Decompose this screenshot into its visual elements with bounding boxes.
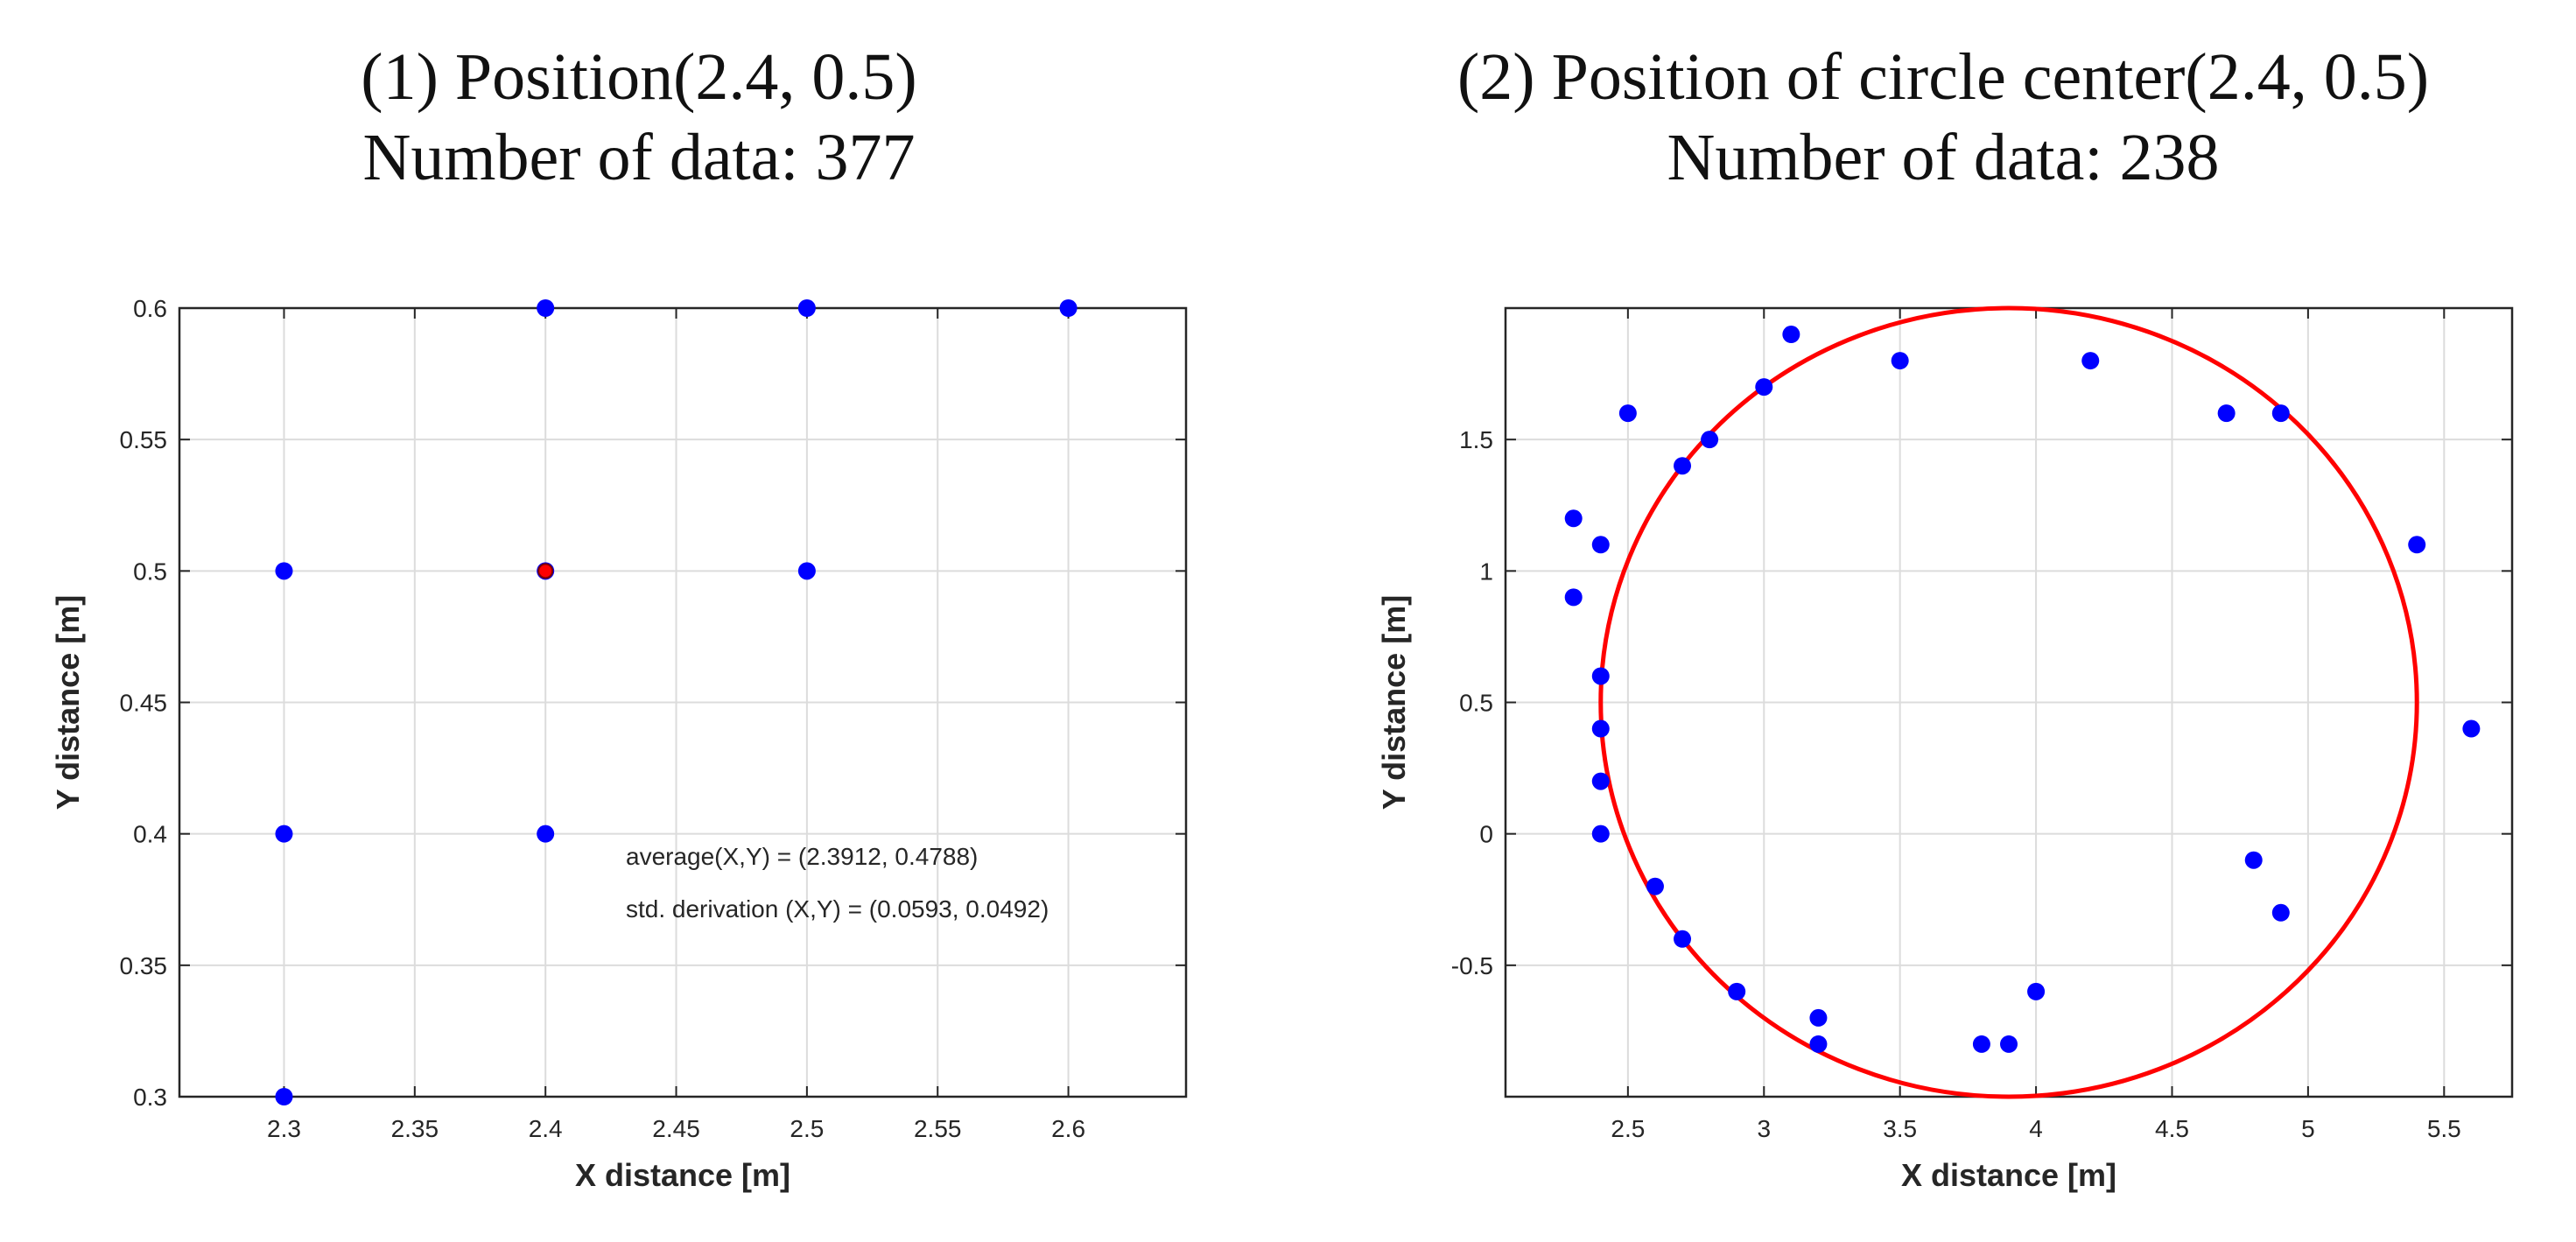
annotation-text: average(X,Y) = (2.3912, 0.4788) <box>626 843 978 870</box>
data-point <box>275 562 293 580</box>
y-tick-label: 0 <box>1479 821 1493 848</box>
x-tick-label: 2.55 <box>914 1115 962 1142</box>
x-tick-label: 4 <box>2029 1115 2043 1142</box>
data-point <box>1564 588 1583 607</box>
x-axis-label: X distance [m] <box>575 1157 790 1193</box>
x-tick-label: 2.5 <box>1611 1115 1645 1142</box>
data-point <box>2000 1035 2018 1053</box>
data-point <box>2462 719 2481 738</box>
x-tick-label: 3 <box>1757 1115 1771 1142</box>
data-point <box>1591 667 1610 685</box>
x-tick-label: 2.6 <box>1051 1115 1085 1142</box>
x-tick-label: 4.5 <box>2155 1115 2189 1142</box>
data-point <box>1809 1035 1828 1053</box>
y-tick-label: 0.6 <box>133 295 167 322</box>
data-point <box>1646 877 1664 895</box>
data-point <box>1591 536 1610 554</box>
data-point <box>797 299 816 317</box>
chart-1-title-line2: Number of data: 377 <box>362 121 916 194</box>
data-point <box>2081 352 2100 370</box>
data-point <box>275 1088 293 1105</box>
x-tick-label: 2.4 <box>529 1115 563 1142</box>
chart-1: 2.3 2.35 2.4 2.45 2.5 2.55 2.6 0.3 0.35 0.4 0.45 0.… <box>50 295 1188 1193</box>
data-point <box>275 824 293 843</box>
x-tick-label: 2.35 <box>391 1115 439 1142</box>
y-tick-label: -0.5 <box>1451 952 1493 979</box>
y-tick-label: 0.55 <box>120 426 168 453</box>
x-tick-label: 2.3 <box>267 1115 301 1142</box>
data-point <box>2217 404 2236 423</box>
data-point <box>1674 930 1692 948</box>
data-point <box>1564 509 1583 528</box>
fitted-circle <box>1598 305 2419 1099</box>
data-point <box>1972 1035 1990 1053</box>
data-point <box>1809 1008 1828 1027</box>
x-tick-label: 3.5 <box>1883 1115 1917 1142</box>
y-tick-label: 0.3 <box>133 1084 167 1111</box>
x-tick-label: 5.5 <box>2427 1115 2461 1142</box>
y-tick-label: 0.5 <box>133 558 167 585</box>
y-axis-label: Y distance [m] <box>50 595 86 810</box>
chart-2-title: (2) Position of circle center(2.4, 0.5) … <box>1400 37 2486 198</box>
y-axis-label: Y distance [m] <box>1376 595 1412 810</box>
y-tick-label: 0.45 <box>120 690 168 717</box>
data-point <box>1728 982 1746 1000</box>
data-point <box>797 562 816 580</box>
chart-2-title-line1: (2) Position of circle center(2.4, 0.5) <box>1456 40 2430 114</box>
chart-2: 2.5 3 3.5 4 4.5 5 5.5 -0.5 0 0.5 1 1.5 X distance [m… <box>1376 305 2514 1193</box>
x-axis-label: X distance [m] <box>1901 1157 2116 1193</box>
data-point <box>1674 457 1692 475</box>
data-point <box>1059 299 1077 317</box>
data-point <box>1618 404 1637 423</box>
data-point <box>1755 378 1773 396</box>
y-tick-label: 0.4 <box>133 821 167 848</box>
highlight-point <box>537 563 554 579</box>
data-point <box>2271 903 2290 922</box>
data-point <box>1591 824 1610 843</box>
data-point <box>1701 431 1719 449</box>
annotation-text: std. derivation (X,Y) = (0.0593, 0.0492) <box>626 895 1049 923</box>
chart-2-title-line2: Number of data: 238 <box>1667 121 2220 194</box>
data-point <box>2027 982 2046 1000</box>
y-tick-label: 1 <box>1479 558 1493 585</box>
data-point <box>2408 536 2426 554</box>
y-tick-label: 0.5 <box>1459 690 1493 717</box>
data-point <box>1891 352 1909 370</box>
data-point <box>2271 404 2290 423</box>
x-tick-label: 5 <box>2301 1115 2315 1142</box>
y-tick-label: 1.5 <box>1459 426 1493 453</box>
chart-1-title-line1: (1) Position(2.4, 0.5) <box>361 40 917 114</box>
x-tick-label: 2.5 <box>790 1115 824 1142</box>
data-point <box>1782 326 1800 344</box>
data-point <box>1591 719 1610 738</box>
data-point <box>537 824 555 843</box>
data-point <box>537 299 555 317</box>
chart-1-title: (1) Position(2.4, 0.5) Number of data: 3… <box>228 37 1050 198</box>
data-point <box>1591 772 1610 790</box>
x-tick-label: 2.45 <box>652 1115 700 1142</box>
y-tick-label: 0.35 <box>120 952 168 979</box>
data-point <box>2244 851 2263 869</box>
